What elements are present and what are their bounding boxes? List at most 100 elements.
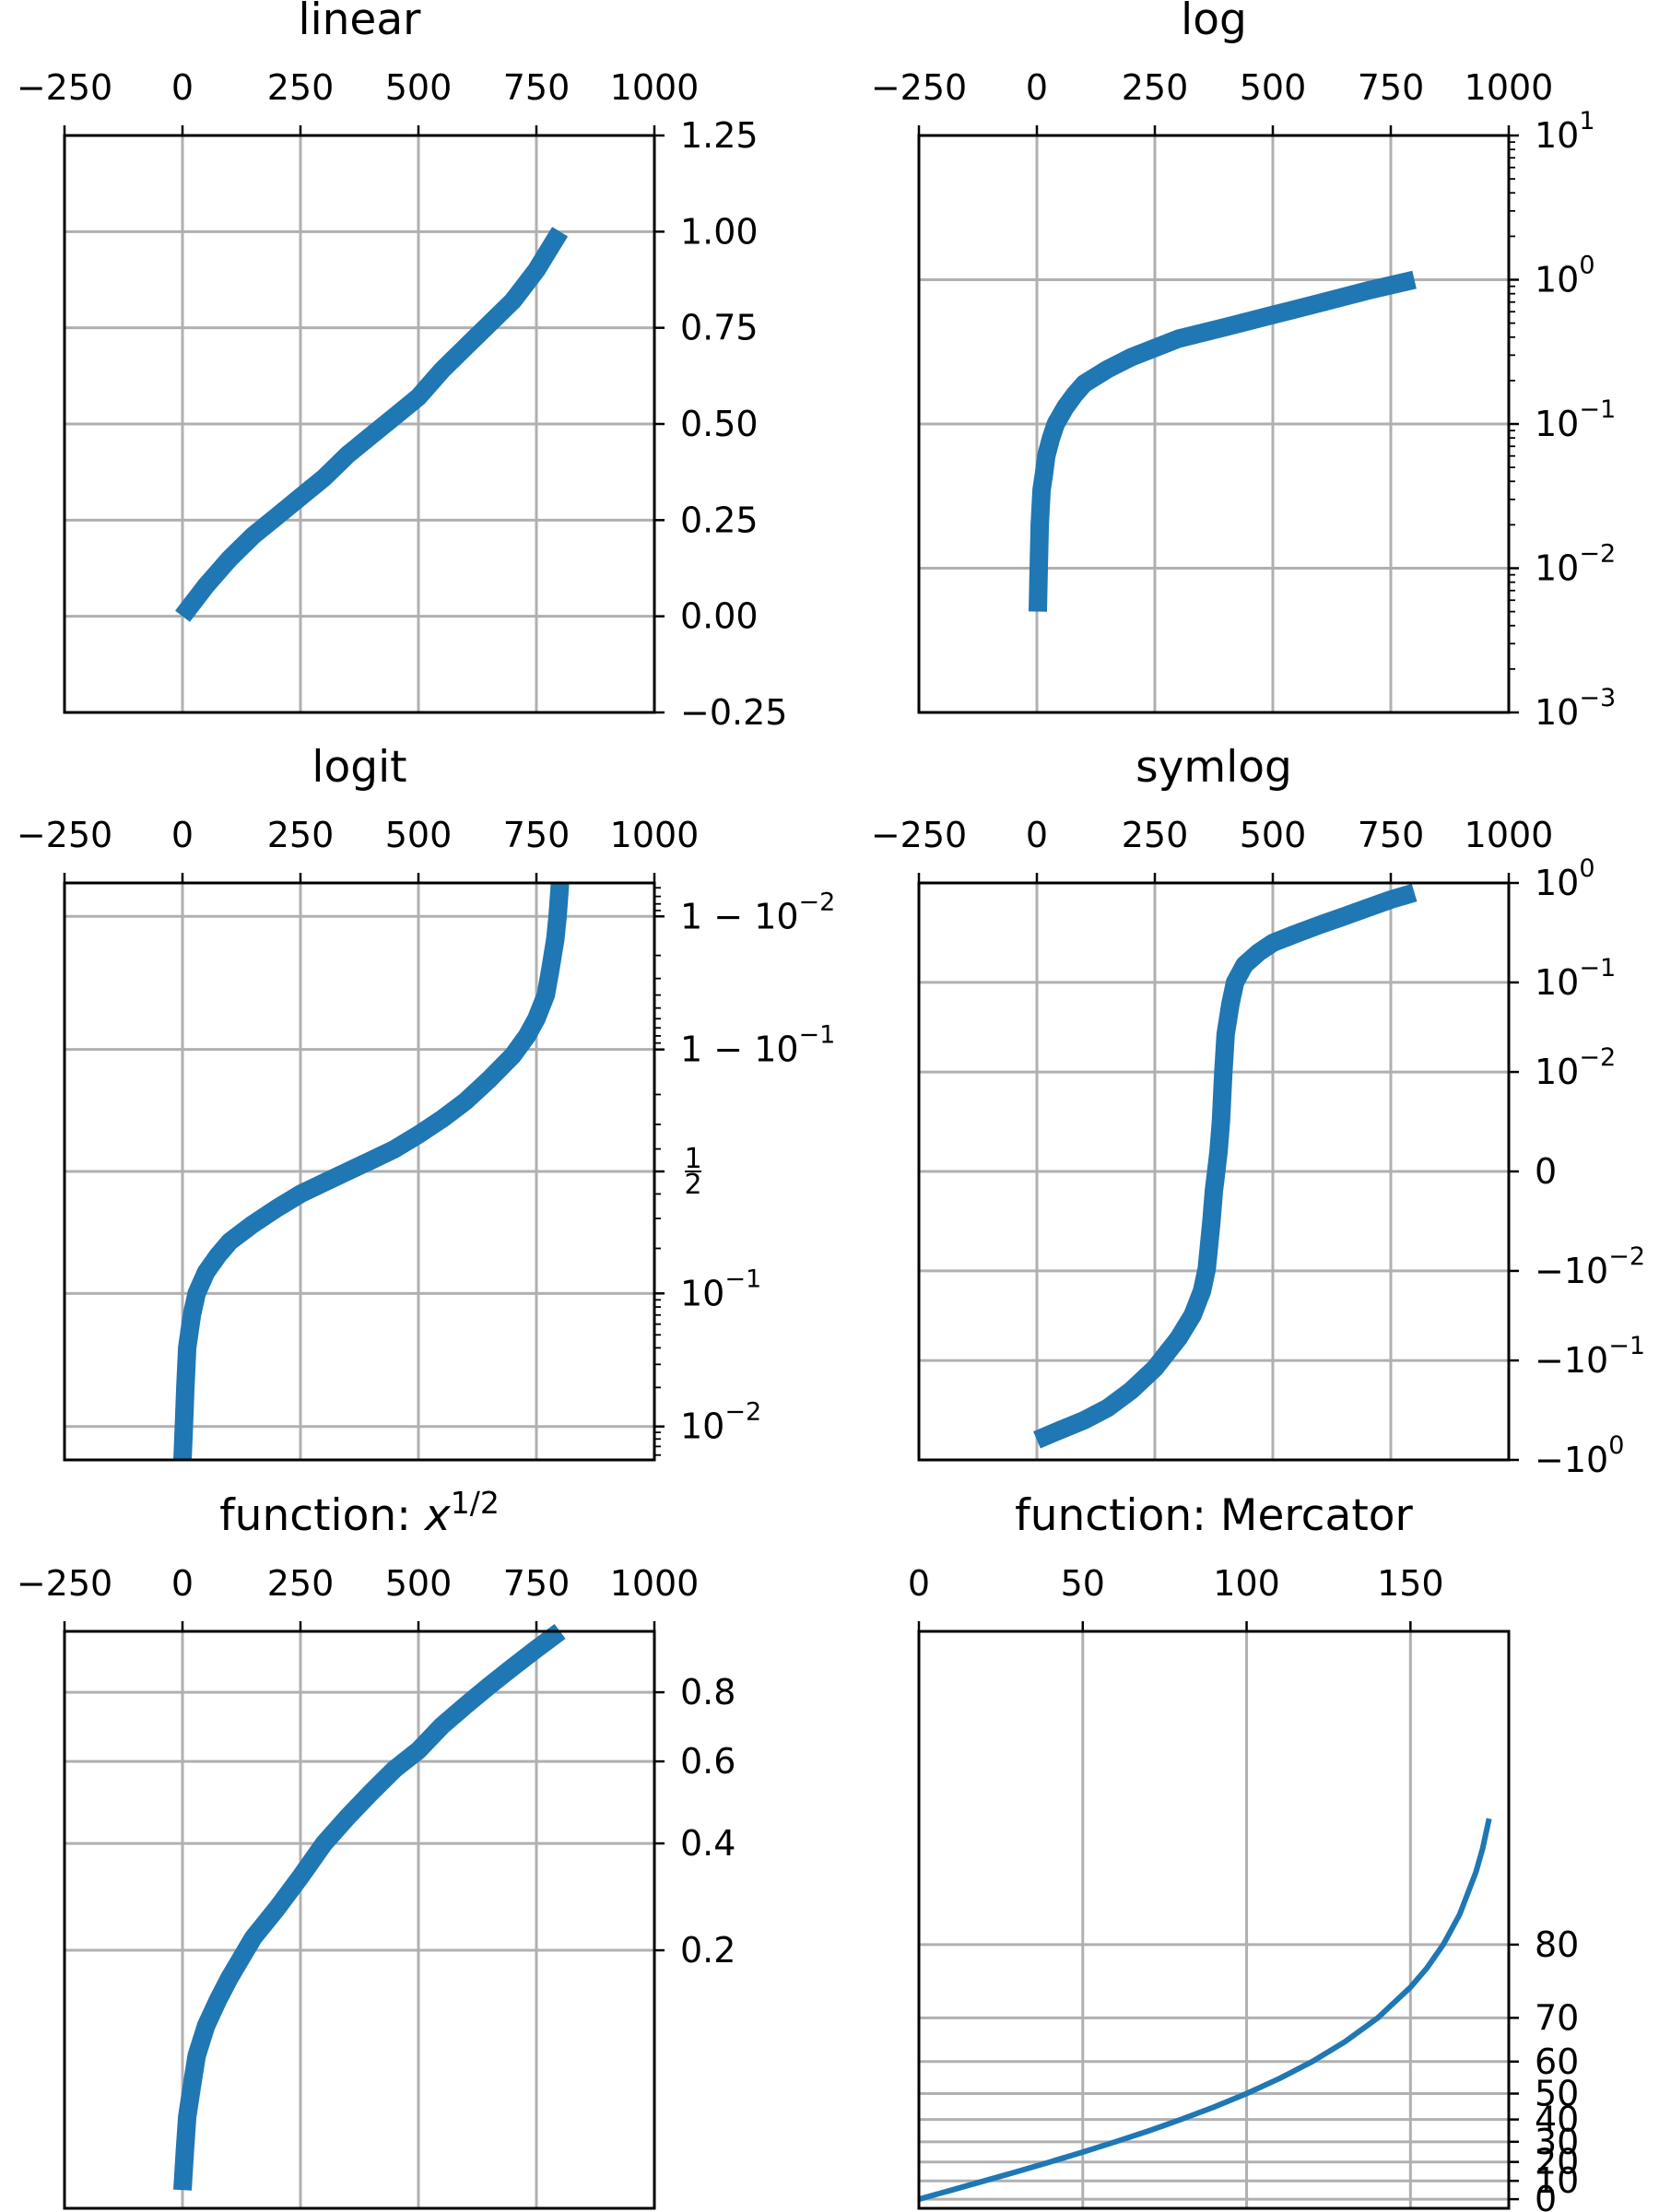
tick-base: 10 bbox=[1535, 260, 1579, 300]
axes-frame bbox=[63, 1630, 656, 2210]
tick-prefix: 1 − bbox=[680, 896, 754, 936]
tick-base: 10 bbox=[1564, 1340, 1608, 1381]
tick-exponent: −2 bbox=[1608, 1241, 1645, 1270]
x-tick-label: 0 bbox=[1026, 67, 1048, 108]
tick-base: 10 bbox=[1564, 1251, 1608, 1291]
x-tick-label: 1000 bbox=[610, 1563, 700, 1604]
x-tick-label: 50 bbox=[1061, 1563, 1105, 1604]
y-tick-label: −10−1 bbox=[1535, 1332, 1645, 1382]
y-tick-label: 40 bbox=[1535, 2100, 1579, 2140]
x-tick-label: 250 bbox=[1122, 67, 1189, 108]
data-line bbox=[173, 882, 570, 1461]
tick-prefix: − bbox=[1535, 1340, 1564, 1381]
tick-exponent: 0 bbox=[1608, 1431, 1624, 1460]
title-math-base: x bbox=[423, 1490, 452, 1541]
y-tick-label: 10 bbox=[1535, 2160, 1579, 2201]
y-tick-label: 30 bbox=[1535, 2122, 1579, 2162]
tick-exponent: −1 bbox=[724, 1265, 761, 1293]
title-text: linear bbox=[299, 0, 422, 45]
tick-base: 10 bbox=[680, 1273, 724, 1313]
y-tick-label: 1.25 bbox=[680, 115, 759, 156]
tick-exponent: −1 bbox=[1579, 395, 1616, 424]
y-tick-label: 0.00 bbox=[680, 596, 759, 637]
subplot-linear: −250 0 250 500 750 1000 −0.25 0.00 0.25 0.50 0.75 1… bbox=[17, 0, 788, 733]
tick-base: 10 bbox=[1564, 1440, 1608, 1480]
tick-exponent: −1 bbox=[1608, 1332, 1645, 1360]
tick-base: 10 bbox=[1535, 548, 1579, 589]
subplot-sqrt: −250 0 250 500 750 1000 0.2 0.4 0.6 0.8 function: … bbox=[17, 1485, 735, 2210]
y-tick-label: −0.25 bbox=[680, 692, 787, 733]
y-tick-label: 10−2 bbox=[680, 1397, 761, 1447]
x-tick-label: 0 bbox=[171, 67, 194, 108]
x-tick-label: 500 bbox=[385, 67, 453, 108]
y-tick-label: 80 bbox=[1535, 1924, 1579, 1965]
x-tick-label: 1000 bbox=[610, 815, 700, 855]
x-tick-label: 500 bbox=[1240, 67, 1307, 108]
x-tick-label: 500 bbox=[385, 815, 453, 855]
y-tick-label: 0.2 bbox=[680, 1930, 735, 1971]
tick-exponent: 0 bbox=[1579, 251, 1594, 279]
x-tick-label: −250 bbox=[17, 67, 112, 108]
y-tick-label: 10−1 bbox=[1535, 953, 1616, 1003]
tick-exponent: −2 bbox=[1579, 539, 1616, 568]
x-tick-label: −250 bbox=[17, 1563, 112, 1604]
data-line bbox=[919, 1818, 1492, 2202]
y-tick-label: 60 bbox=[1535, 2041, 1579, 2082]
y-tick-label: 1 − 10−1 bbox=[680, 1020, 835, 1070]
x-tick-label: 750 bbox=[503, 67, 571, 108]
fraction-denominator: 2 bbox=[684, 1169, 701, 1201]
subplot-title: linear bbox=[299, 0, 422, 45]
x-tick-label: 0 bbox=[908, 1563, 930, 1604]
x-tick-label: 1000 bbox=[1465, 815, 1554, 855]
x-tick-label: 250 bbox=[267, 815, 335, 855]
y-tick-label: −10−2 bbox=[1535, 1241, 1645, 1291]
tick-exponent: −1 bbox=[1579, 953, 1616, 982]
tick-base: 10 bbox=[1535, 1052, 1579, 1092]
tick-exponent: −3 bbox=[1579, 684, 1616, 712]
x-tick-label: 1000 bbox=[610, 67, 700, 108]
y-tick-label: 0.50 bbox=[680, 404, 759, 444]
tick-base: 10 bbox=[754, 1030, 798, 1070]
y-tick-label: 100 bbox=[1535, 854, 1595, 904]
y-tick-label: 0 bbox=[1535, 2179, 1557, 2212]
tick-base: 10 bbox=[680, 1406, 724, 1447]
x-tick-label: 0 bbox=[171, 815, 194, 855]
fraction-numerator: 1 bbox=[684, 1143, 701, 1175]
x-tick-label: −250 bbox=[871, 815, 967, 855]
y-tick-label: 0.6 bbox=[680, 1741, 735, 1782]
subplot-title: symlog bbox=[1135, 742, 1292, 793]
title-text: symlog bbox=[1135, 742, 1292, 793]
tick-base: 10 bbox=[1535, 404, 1579, 444]
y-tick-label: 1 − 10−2 bbox=[680, 888, 835, 937]
x-tick-label: 250 bbox=[1122, 815, 1189, 855]
x-tick-label: 0 bbox=[171, 1563, 194, 1604]
tick-prefix: − bbox=[1535, 1251, 1564, 1291]
y-tick-label: 20 bbox=[1535, 2142, 1579, 2183]
tick-exponent: 0 bbox=[1579, 854, 1594, 883]
x-tick-label: −250 bbox=[871, 67, 967, 108]
title-text: function: Mercator bbox=[1015, 1490, 1413, 1541]
x-tick-label: 1000 bbox=[1465, 67, 1554, 108]
y-tick-label: 101 bbox=[1535, 107, 1595, 157]
x-tick-label: 250 bbox=[267, 67, 335, 108]
y-tick-label: 10−1 bbox=[1535, 395, 1616, 445]
x-tick-label: 750 bbox=[1358, 67, 1425, 108]
axes-frame bbox=[917, 1630, 1511, 2210]
y-tick-label: 0.8 bbox=[680, 1672, 735, 1712]
data-line bbox=[175, 227, 569, 622]
tick-prefix: 1 − bbox=[680, 1030, 754, 1070]
y-tick-label: 50 bbox=[1535, 2074, 1579, 2114]
tick-base: 10 bbox=[1535, 692, 1579, 733]
tick-base: 10 bbox=[754, 896, 798, 936]
subplot-title: function: x1/2 bbox=[219, 1485, 500, 1541]
subplot-title: function: Mercator bbox=[1015, 1490, 1413, 1541]
x-tick-label: 500 bbox=[1240, 815, 1307, 855]
data-line bbox=[173, 1623, 566, 2191]
tick-exponent: −2 bbox=[724, 1397, 761, 1426]
tick-base: 10 bbox=[1535, 863, 1579, 903]
